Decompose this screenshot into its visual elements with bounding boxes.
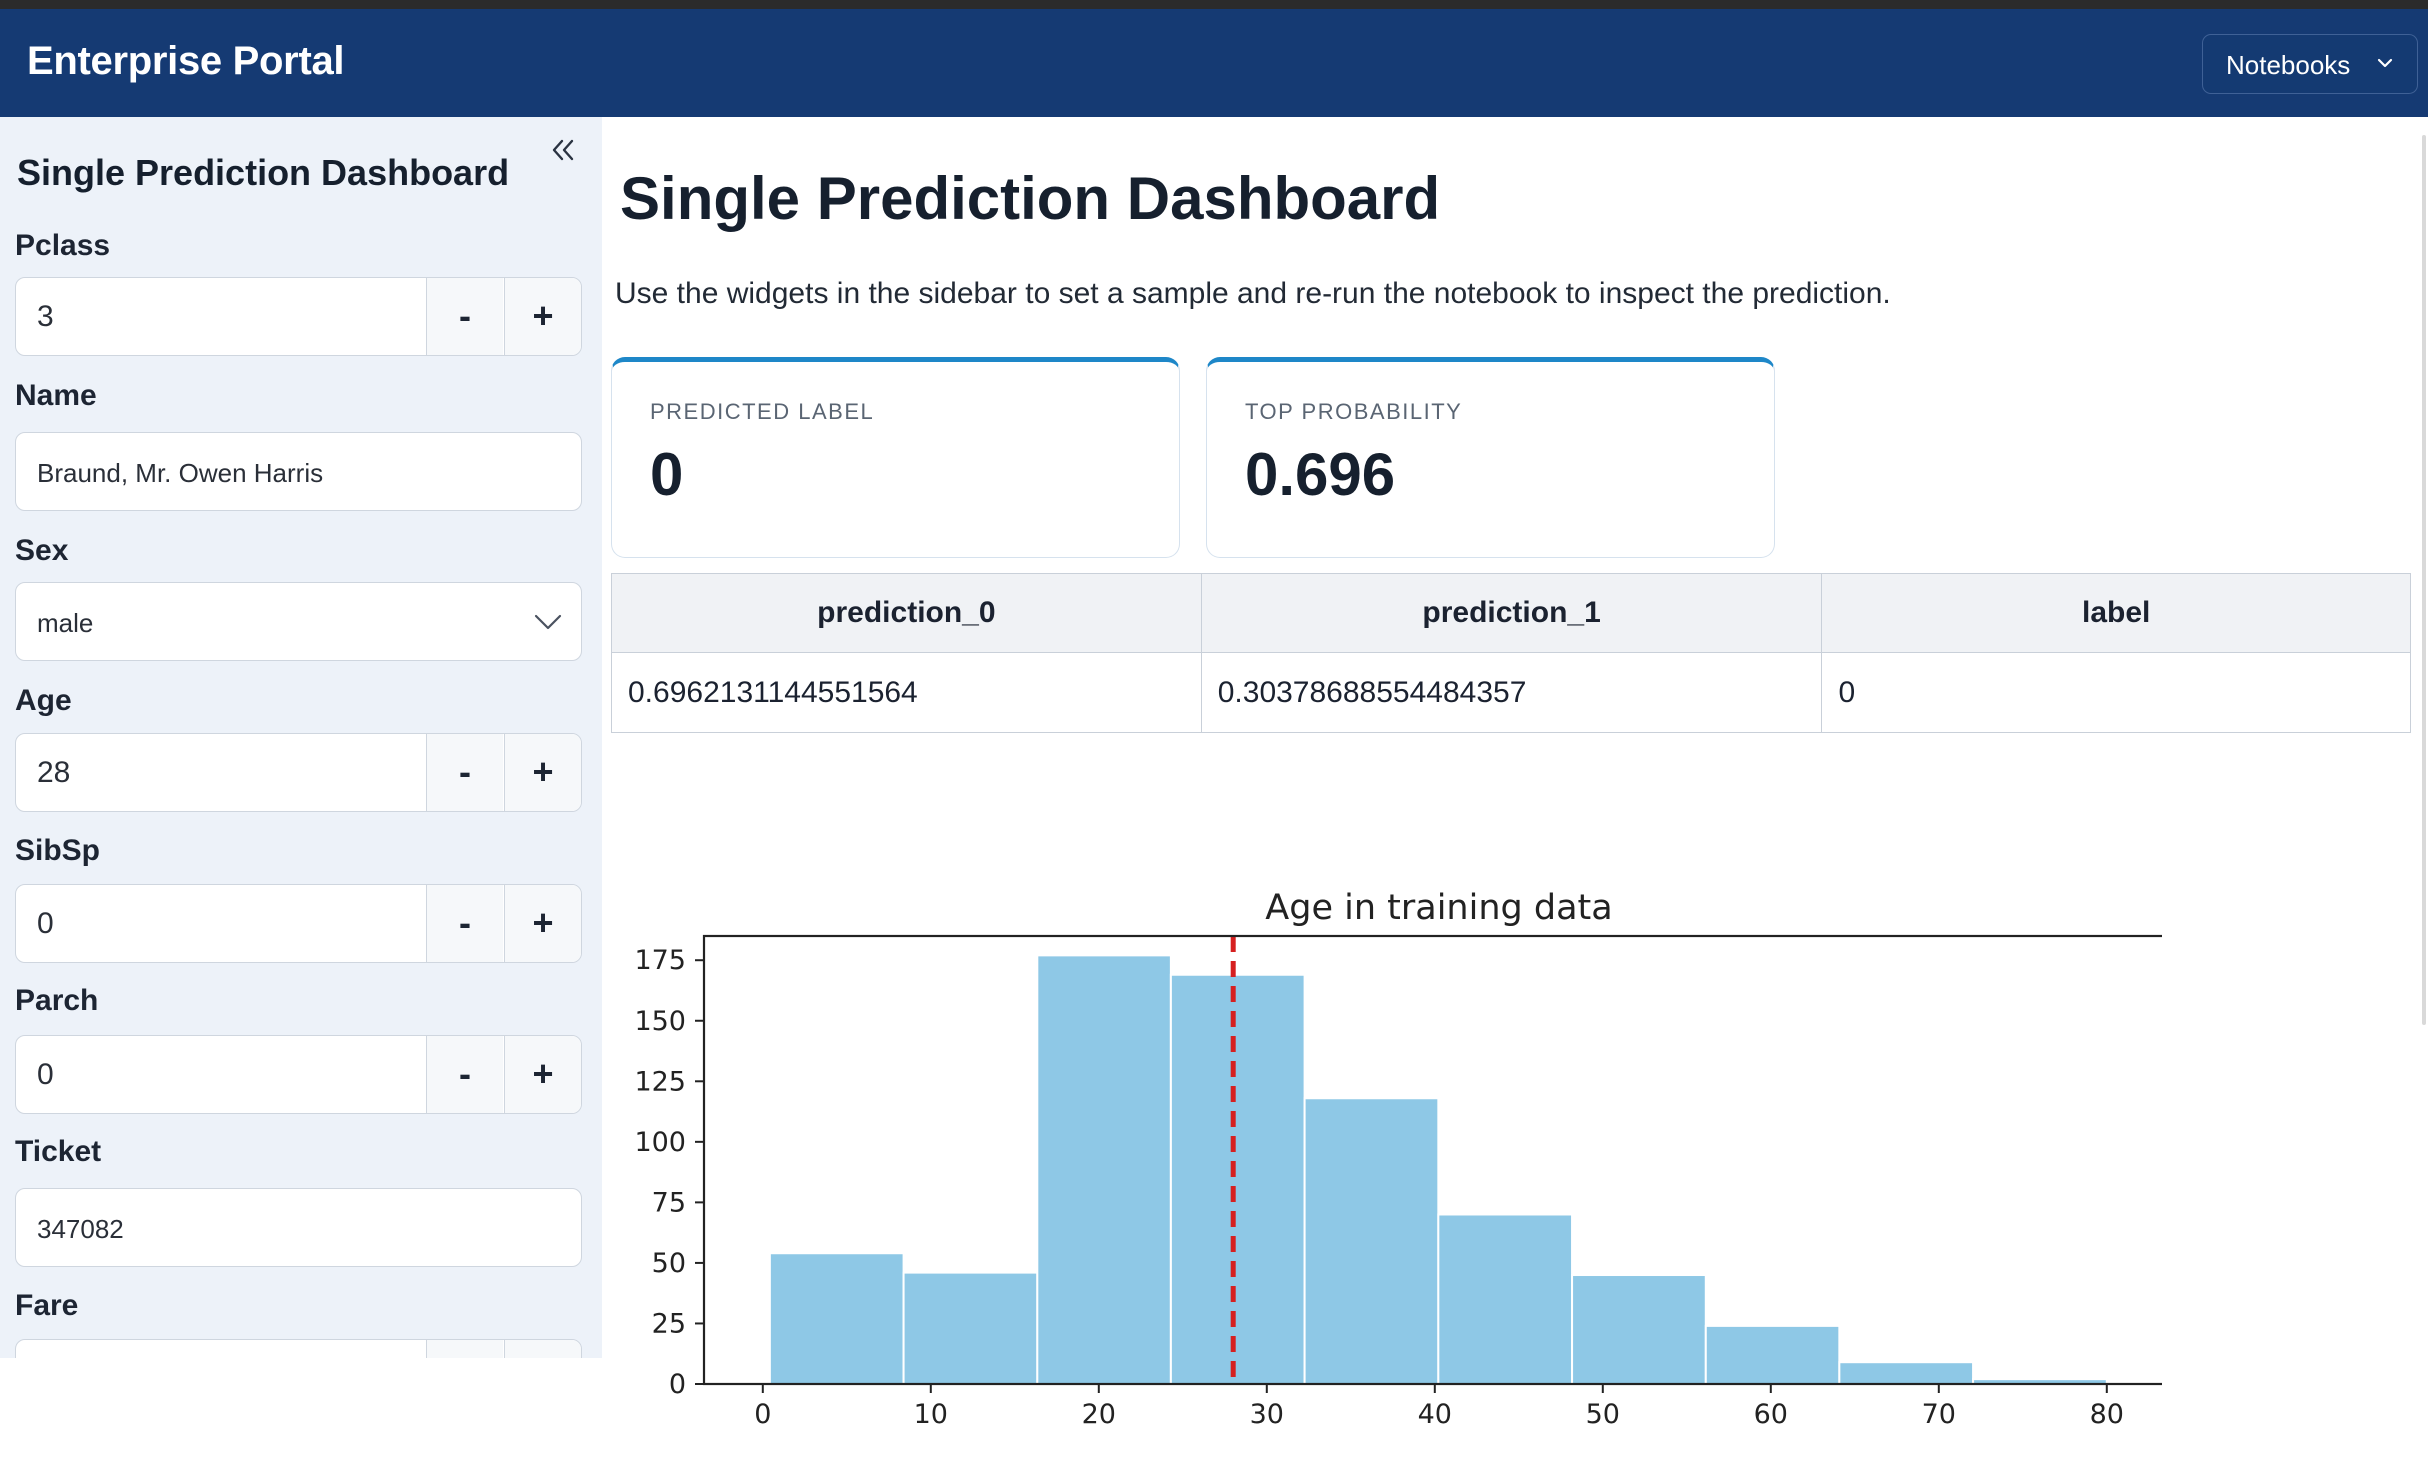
x-tick-label: 50: [1586, 1399, 1620, 1430]
collapse-sidebar-icon[interactable]: [548, 135, 578, 165]
sibsp-decrement-button[interactable]: -: [426, 885, 503, 962]
top-probability-card: TOP PROBABILITY 0.696: [1206, 357, 1775, 558]
y-tick-label: 50: [652, 1248, 686, 1279]
page-title: Single Prediction Dashboard: [620, 165, 1441, 232]
parch-decrement-button[interactable]: -: [426, 1036, 503, 1113]
chart-title: Age in training data: [1265, 888, 1612, 928]
sex-select[interactable]: male: [15, 582, 582, 661]
window-top-strip: [0, 0, 2428, 9]
sibsp-value: 0: [37, 907, 54, 940]
x-tick-label: 60: [1754, 1399, 1788, 1430]
y-tick-label: 75: [652, 1187, 686, 1218]
ticket-label: Ticket: [15, 1135, 102, 1168]
top-probability-value: 0.696: [1245, 441, 1396, 508]
histogram-bar: [902, 1271, 1039, 1385]
prediction-table: prediction_0 prediction_1 label 0.696213…: [611, 573, 2411, 733]
age-decrement-button[interactable]: -: [426, 734, 503, 811]
predicted-label-value: 0: [650, 441, 684, 508]
sidebar-title: Single Prediction Dashboard: [17, 152, 510, 193]
pclass-number-input[interactable]: 3 - +: [15, 277, 582, 356]
fare-increment-button[interactable]: [504, 1340, 581, 1358]
histogram-bar: [1571, 1274, 1707, 1386]
main-content: Single Prediction Dashboard Use the widg…: [602, 117, 2428, 1430]
x-tick-label: 80: [2090, 1399, 2124, 1430]
sex-value: male: [37, 608, 94, 638]
x-tick-label: 40: [1418, 1399, 1452, 1430]
y-tick-label: 175: [634, 945, 686, 976]
top-probability-caption: TOP PROBABILITY: [1245, 399, 1463, 424]
x-tick-label: 20: [1082, 1399, 1116, 1430]
sibsp-increment-button[interactable]: +: [504, 885, 581, 962]
pclass-decrement-button[interactable]: -: [426, 278, 503, 355]
notebooks-dropdown[interactable]: Notebooks: [2202, 34, 2418, 94]
x-tick-label: 0: [754, 1399, 771, 1430]
table-cell: 0: [1821, 652, 2411, 733]
sex-label: Sex: [15, 534, 69, 567]
table-header-row: prediction_0 prediction_1 label: [611, 573, 2411, 653]
age-label: Age: [15, 684, 72, 717]
x-tick-label: 30: [1250, 1399, 1284, 1430]
ticket-text-input[interactable]: 347082: [15, 1188, 582, 1267]
table-cell: 0.6962131144551564: [611, 652, 1202, 733]
pclass-value: 3: [37, 300, 54, 333]
y-tick-label: 25: [652, 1308, 686, 1339]
predicted-label-caption: PREDICTED LABEL: [650, 399, 875, 424]
parch-number-input[interactable]: 0 - +: [15, 1035, 582, 1114]
name-text-input[interactable]: Braund, Mr. Owen Harris: [15, 432, 582, 511]
y-tick-label: 125: [634, 1066, 686, 1097]
ticket-value: 347082: [37, 1214, 124, 1244]
y-tick-label: 100: [634, 1127, 686, 1158]
main-scrollbar[interactable]: [2422, 135, 2426, 1025]
column-header: prediction_0: [611, 573, 1202, 653]
pclass-label: Pclass: [15, 229, 111, 262]
age-value: 28: [37, 756, 71, 789]
parch-increment-button[interactable]: +: [504, 1036, 581, 1113]
chevron-down-icon: [2377, 58, 2393, 68]
fare-decrement-button[interactable]: [426, 1340, 503, 1358]
predicted-label-card: PREDICTED LABEL 0: [611, 357, 1180, 558]
intro-text: Use the widgets in the sidebar to set a …: [615, 277, 1891, 310]
chevron-down-icon: [534, 614, 562, 630]
histogram-bar: [1437, 1213, 1574, 1385]
table-cell: 0.30378688554484357: [1200, 652, 1823, 733]
histogram-bar: [1036, 954, 1172, 1385]
histogram-bar: [768, 1252, 905, 1385]
histogram-bar: [1169, 973, 1306, 1385]
name-value: Braund, Mr. Owen Harris: [37, 458, 324, 488]
name-label: Name: [15, 379, 97, 412]
y-tick-label: 150: [634, 1006, 686, 1037]
sidebar: Single Prediction Dashboard Pclass 3 - +…: [0, 117, 602, 1358]
fare-number-input[interactable]: [15, 1339, 582, 1358]
histogram-bar: [1838, 1361, 1975, 1385]
column-header: prediction_1: [1200, 573, 1823, 653]
sibsp-label: SibSp: [15, 834, 101, 867]
age-histogram-chart: Age in training data 0 10 20 30 40 50 60 70 80 0 25…: [634, 888, 2162, 1430]
x-tick-label: 70: [1922, 1399, 1956, 1430]
histogram-bar: [1704, 1324, 1841, 1386]
parch-label: Parch: [15, 984, 99, 1017]
pclass-increment-button[interactable]: +: [504, 278, 581, 355]
sibsp-number-input[interactable]: 0 - +: [15, 884, 582, 963]
age-number-input[interactable]: 28 - +: [15, 733, 582, 812]
x-tick-label: 10: [914, 1399, 948, 1430]
app-header: Enterprise Portal Notebooks: [0, 9, 2428, 117]
table-row: 0.6962131144551564 0.30378688554484357 0: [611, 652, 2411, 733]
app-title: Enterprise Portal: [27, 39, 345, 83]
fare-label: Fare: [15, 1289, 79, 1322]
notebooks-dropdown-label: Notebooks: [2226, 50, 2351, 80]
y-tick-label: 0: [669, 1369, 686, 1400]
histogram-bar: [1303, 1097, 1440, 1385]
age-increment-button[interactable]: +: [504, 734, 581, 811]
column-header: label: [1821, 573, 2411, 653]
parch-value: 0: [37, 1058, 54, 1091]
